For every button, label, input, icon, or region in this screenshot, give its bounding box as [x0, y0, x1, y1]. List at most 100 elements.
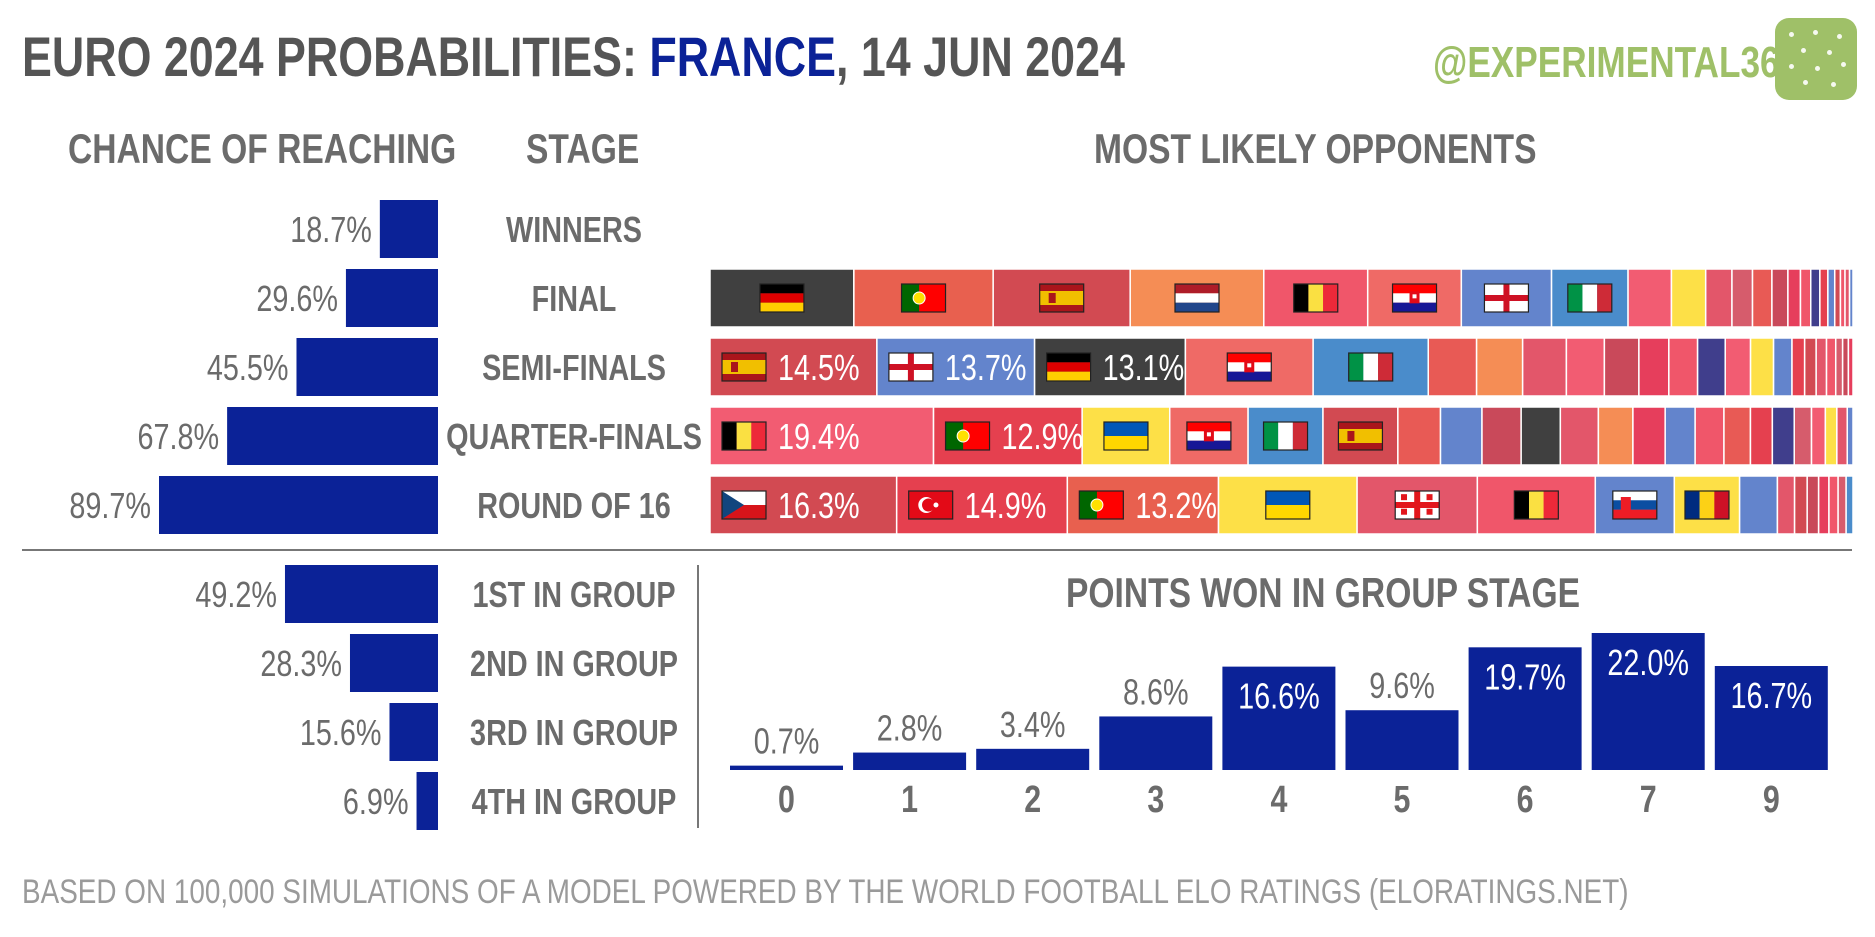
flag-part [1392, 302, 1437, 312]
points-label: 8.6% [1123, 671, 1189, 712]
flag-part [1175, 284, 1220, 294]
logo-dot [1813, 30, 1818, 35]
opponent-label: 14.5% [778, 347, 860, 388]
flag-part [1395, 502, 1440, 508]
points-won-chart: 0.7% 0 2.8% 1 3.4% 2 8.6% 3 16.6% 4 9.6% 5 19.7% 6 22.… [730, 633, 1828, 821]
opponent-segment [1793, 475, 1808, 535]
flag-part [1620, 497, 1631, 513]
opponent-segment [1834, 337, 1844, 397]
flag-part [1175, 302, 1220, 312]
reach-bar [345, 269, 438, 327]
opponent-segment [1439, 406, 1483, 466]
flag-part [1612, 509, 1657, 519]
opponent-segment [1845, 475, 1854, 535]
flag-part [1292, 422, 1308, 450]
opponent-segment [1803, 337, 1817, 397]
opponent-label: 14.9% [965, 485, 1047, 526]
flag-part [1612, 500, 1657, 510]
opponent-segment [1597, 406, 1634, 466]
flag-part [1090, 498, 1104, 512]
opponent-segment [1481, 406, 1522, 466]
flag-part [956, 429, 970, 443]
stage-label: SEMI-FINALS [482, 347, 666, 388]
reach-label: 28.3% [260, 643, 342, 684]
most-likely-opponents-chart: 14.5% 13.7% 13.1% 19.4% 12.9% 16.3% 14.9% 13.2% [709, 268, 1854, 535]
opponent-segment [1668, 337, 1699, 397]
logo-dot [1831, 82, 1836, 87]
opponent-segment [1559, 406, 1600, 466]
flag-part [1247, 363, 1252, 368]
flag-border [721, 490, 767, 520]
pitch-logo-icon [1775, 18, 1857, 100]
opponent-segment [709, 268, 855, 328]
flag-part [912, 291, 926, 305]
flag-part [1039, 291, 1084, 305]
flag-border [1174, 283, 1220, 313]
points-bar [730, 765, 843, 770]
footer-note: BASED ON 100,000 SIMULATIONS OF A MODEL … [22, 873, 1629, 911]
flag-border [1394, 490, 1440, 520]
points-bar [976, 748, 1090, 770]
title-team: FRANCE [649, 25, 836, 88]
opponent-segment [1397, 406, 1442, 466]
logo-dot [1803, 80, 1808, 85]
stage-label: FINAL [532, 278, 617, 319]
flag-part [945, 422, 964, 450]
opponent-segment [1723, 406, 1752, 466]
logo-dot [1789, 32, 1794, 37]
reach-bar [159, 476, 438, 534]
flag-border [1103, 421, 1149, 451]
logo-dot [1815, 66, 1820, 71]
flag-part [751, 422, 766, 450]
opponent-segment [1670, 268, 1707, 328]
opponent-segment [1827, 268, 1836, 328]
header-chance-text: CHANCE OF REACHING [68, 125, 457, 172]
flag-part [1347, 431, 1355, 441]
flag-border [908, 490, 954, 520]
title-suffix: , 14 JUN 2024 [836, 25, 1125, 88]
flag-part [1348, 353, 1364, 381]
flag-border [1226, 352, 1272, 382]
flag-part [1528, 491, 1544, 519]
stage-label: WINNERS [506, 209, 642, 250]
opponent-segment [1751, 268, 1773, 328]
opponent-segment [1772, 337, 1793, 397]
points-bar [1222, 666, 1336, 770]
flag-part [1426, 494, 1433, 501]
opponent-segment [1724, 337, 1752, 397]
opponent-segment [1664, 406, 1696, 466]
flag-part [1699, 491, 1715, 519]
opponent-label: 13.2% [1135, 485, 1217, 526]
opponent-segment [1787, 268, 1802, 328]
flag-part [1597, 284, 1612, 312]
opponent-segment [1828, 475, 1839, 535]
reach-bar [389, 703, 438, 761]
opponent-label: 13.7% [945, 347, 1027, 388]
flag-border [944, 421, 991, 451]
flag-part [888, 364, 933, 370]
flag-part [1426, 508, 1433, 515]
logo-dot [1789, 64, 1794, 69]
points-bar [853, 752, 967, 770]
flag-border [1293, 283, 1339, 313]
opponent-segment [1819, 268, 1829, 328]
flag-part [1412, 294, 1417, 299]
flag-part [1263, 422, 1279, 450]
logo-dot [1801, 48, 1806, 53]
flag-border [721, 421, 767, 451]
flag-part [722, 491, 744, 519]
page-title: EURO 2024 PROBABILITIES: FRANCE, 14 JUN … [22, 22, 1401, 92]
opponent-segment [1810, 406, 1827, 466]
opponent-segment [1603, 337, 1640, 397]
twitter-handle: @EXPERIMENTAL361 [1433, 38, 1800, 87]
opponent-segment [1836, 406, 1848, 466]
flag-part [1103, 422, 1148, 436]
flag-border [1483, 283, 1530, 313]
opponent-label: 13.1% [1103, 347, 1185, 388]
header-stage: STAGE [526, 124, 668, 174]
flag-part [1401, 508, 1408, 515]
title-prefix: EURO 2024 PROBABILITIES: [22, 25, 650, 88]
points-bar [1714, 666, 1828, 770]
opponent-segment [1771, 406, 1795, 466]
flag-border [1039, 283, 1085, 313]
